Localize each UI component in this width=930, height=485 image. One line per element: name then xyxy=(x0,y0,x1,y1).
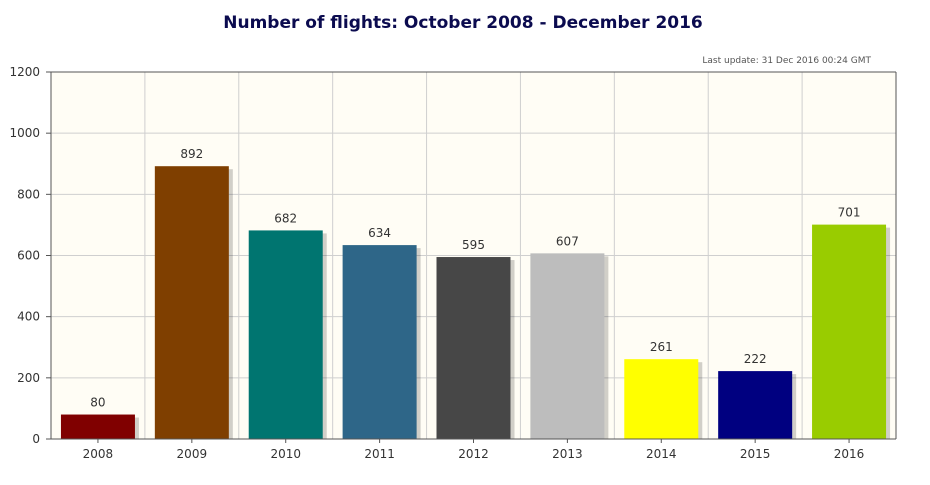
y-tick-label: 0 xyxy=(32,432,40,446)
bar-2015 xyxy=(718,371,793,439)
x-tick-label: 2009 xyxy=(177,447,208,461)
y-tick-label: 200 xyxy=(17,371,40,385)
bar-2009 xyxy=(154,166,229,440)
data-label-2008: 80 xyxy=(90,396,105,410)
bar-2013 xyxy=(530,253,605,439)
x-axis-ticks: 2008 2009 2010 2011 2012 2013 2014 2015 2016 xyxy=(83,439,865,461)
y-tick-label: 800 xyxy=(17,187,40,201)
data-label-2012: 595 xyxy=(462,238,485,252)
data-label-2013: 607 xyxy=(556,234,579,248)
y-tick-label: 600 xyxy=(17,249,40,263)
x-tick-label: 2015 xyxy=(740,447,771,461)
x-tick-label: 2011 xyxy=(364,447,395,461)
x-tick-label: 2010 xyxy=(270,447,301,461)
bar-2016 xyxy=(812,224,887,439)
bar-2008 xyxy=(60,414,135,439)
chart-title: Number of flights: October 2008 - Decemb… xyxy=(223,13,703,33)
data-label-2015: 222 xyxy=(744,352,767,366)
x-tick-label: 2012 xyxy=(458,447,489,461)
x-tick-label: 2014 xyxy=(646,447,677,461)
y-tick-label: 1000 xyxy=(9,126,40,140)
x-tick-label: 2016 xyxy=(834,447,865,461)
bar-2012 xyxy=(436,257,511,439)
bars xyxy=(60,166,891,440)
data-label-2014: 261 xyxy=(650,340,673,354)
data-labels: 80 892 682 634 595 607 261 222 701 xyxy=(90,147,860,409)
x-tick-label: 2008 xyxy=(83,447,114,461)
bar-2011 xyxy=(342,245,417,439)
y-axis-ticks: 0 200 400 600 800 1000 1200 xyxy=(9,65,51,446)
bar-2010 xyxy=(248,230,323,439)
data-label-2011: 634 xyxy=(368,226,391,240)
last-update-note: Last update: 31 Dec 2016 00:24 GMT xyxy=(702,56,871,66)
y-tick-label: 400 xyxy=(17,310,40,324)
data-label-2016: 701 xyxy=(838,206,861,220)
data-label-2010: 682 xyxy=(274,211,297,225)
y-tick-label: 1200 xyxy=(9,65,40,79)
bar-2014 xyxy=(624,359,699,439)
data-label-2009: 892 xyxy=(180,147,203,161)
x-tick-label: 2013 xyxy=(552,447,583,461)
